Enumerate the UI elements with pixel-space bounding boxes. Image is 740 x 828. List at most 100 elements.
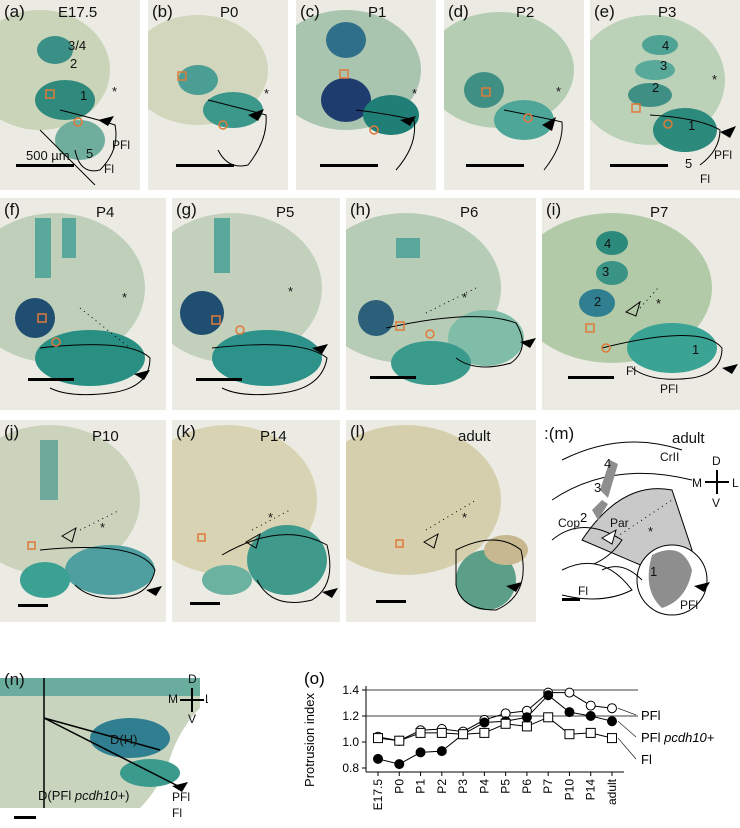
pfl-label: PFl bbox=[680, 598, 698, 612]
stage-label: P5 bbox=[276, 204, 295, 221]
panel-a: (a) E17.5 3/4 2 1 * 5 PFl Fl 500 µm bbox=[0, 0, 140, 190]
cerebellum-image-c bbox=[296, 10, 421, 171]
panel-label: (k) bbox=[176, 422, 196, 441]
data-point-square bbox=[373, 733, 383, 744]
series-line bbox=[377, 694, 613, 765]
scale-bar-label: 500 µm bbox=[26, 148, 70, 163]
stage-label: P3 bbox=[658, 4, 677, 21]
data-point-square bbox=[543, 712, 554, 723]
data-point-circle bbox=[543, 690, 554, 701]
cerebellum-image-k bbox=[172, 425, 338, 603]
x-tick-label: P7 bbox=[541, 779, 555, 794]
panel-label: (c) bbox=[300, 2, 320, 21]
y-tick-label: 1.4 bbox=[342, 683, 359, 697]
panel-label: (b) bbox=[152, 2, 173, 21]
cerebellum-image-n bbox=[0, 668, 208, 823]
lobule-label: 1 bbox=[692, 342, 700, 357]
panel-g: (g) P5 * bbox=[172, 198, 340, 410]
x-tick-label: P14 bbox=[584, 779, 598, 801]
scale-bar bbox=[176, 164, 234, 167]
scale-bar bbox=[610, 164, 668, 167]
pfl-label: PFl bbox=[714, 148, 732, 162]
cerebellum-image-l bbox=[346, 425, 528, 611]
panel-d: (d) P2 * bbox=[444, 0, 584, 190]
cerebellum-image-f bbox=[0, 213, 151, 396]
data-point-square bbox=[479, 727, 490, 738]
lobule-label: 3 bbox=[660, 58, 668, 73]
pfl-label: PFl bbox=[660, 382, 678, 396]
x-tick-label: P6 bbox=[520, 779, 534, 794]
compass-m: M bbox=[168, 692, 178, 706]
lobule-label: 4 bbox=[604, 456, 612, 471]
lobule-label: 5 bbox=[685, 156, 693, 171]
compass-d: D bbox=[188, 672, 197, 686]
fl-label: Fl bbox=[578, 584, 588, 598]
legend-entry-pfl-pcdh10: PFl pcdh10+ bbox=[641, 730, 715, 745]
panel-m: :(m) adult CrII Cop Par 4 3 2 * 1 Fl PFl… bbox=[542, 420, 740, 622]
lobule-label: 4 bbox=[662, 38, 670, 53]
data-point-square bbox=[415, 727, 426, 738]
panel-n: (n) D V M L D(H) D(PFl pcdh10+) PFl Fl bbox=[0, 668, 208, 823]
stage-label: P7 bbox=[650, 204, 669, 221]
x-tick-label: adult bbox=[605, 778, 619, 805]
compass-d: D bbox=[712, 454, 721, 468]
data-point-square bbox=[607, 733, 617, 744]
cerebellum-image-g bbox=[172, 213, 328, 396]
asterisk-mark: * bbox=[462, 510, 468, 525]
scale-bar bbox=[370, 376, 416, 379]
asterisk-mark: * bbox=[100, 520, 106, 535]
asterisk-mark: * bbox=[556, 84, 562, 99]
panel-label: (a) bbox=[4, 2, 25, 21]
lobule-label: 3 bbox=[594, 480, 602, 495]
cerebellum-image-j bbox=[0, 425, 162, 599]
scale-bar bbox=[376, 600, 406, 603]
asterisk-mark: * bbox=[412, 86, 418, 101]
compass-l: L bbox=[732, 476, 739, 490]
legend-leader bbox=[617, 737, 637, 760]
data-point-circle bbox=[373, 753, 383, 764]
cerebellum-image-h bbox=[346, 213, 536, 385]
chart-panel-label: (o) bbox=[304, 669, 325, 688]
stage-label: adult bbox=[672, 430, 705, 447]
panel-label: (g) bbox=[176, 200, 197, 219]
data-point-square bbox=[585, 727, 596, 738]
lobule-label: 1 bbox=[80, 88, 88, 103]
data-point-circle bbox=[607, 716, 617, 727]
scale-bar bbox=[320, 164, 378, 167]
lobule-label: 2 bbox=[594, 294, 602, 309]
y-axis-label: Protrusion index bbox=[302, 693, 317, 787]
par-label: Par bbox=[610, 516, 629, 530]
data-point-circle bbox=[585, 711, 596, 721]
data-point-circle bbox=[607, 703, 617, 714]
fl-label: Fl bbox=[172, 806, 182, 820]
panel-j: (j) P10 * bbox=[0, 420, 166, 622]
data-point-circle bbox=[521, 712, 532, 723]
asterisk-mark: * bbox=[122, 290, 128, 305]
panel-f: (f) P4 * bbox=[0, 198, 166, 410]
panel-label: (f) bbox=[4, 200, 21, 219]
cerebellum-image-a bbox=[0, 10, 117, 186]
asterisk-mark: * bbox=[288, 284, 294, 299]
stage-label: P14 bbox=[260, 428, 287, 445]
asterisk-mark: * bbox=[648, 524, 654, 539]
panel-k: (k) P14 * bbox=[172, 420, 340, 622]
lobule-label: 2 bbox=[652, 80, 660, 95]
x-tick-label: P4 bbox=[477, 779, 491, 794]
lobule-label: 4 bbox=[604, 236, 612, 251]
stage-label: P6 bbox=[460, 204, 479, 221]
scale-bar bbox=[568, 376, 614, 379]
scale-bar bbox=[18, 604, 48, 607]
asterisk-mark: * bbox=[462, 290, 468, 305]
data-point-circle bbox=[415, 747, 426, 758]
y-tick-label: 0.8 bbox=[342, 761, 359, 775]
asterisk-mark: * bbox=[268, 510, 274, 525]
panel-label: (l) bbox=[350, 422, 366, 441]
fl-label: Fl bbox=[104, 162, 114, 176]
crii-label: CrII bbox=[660, 450, 680, 464]
scale-bar bbox=[562, 598, 580, 601]
lobule-label: 3 bbox=[602, 264, 610, 279]
stage-label: P1 bbox=[368, 4, 387, 21]
panel-label: (i) bbox=[546, 200, 562, 219]
cerebellum-image-i bbox=[542, 213, 738, 380]
panel-i: (i) P7 4 3 2 * 1 Fl PFl bbox=[542, 198, 740, 410]
